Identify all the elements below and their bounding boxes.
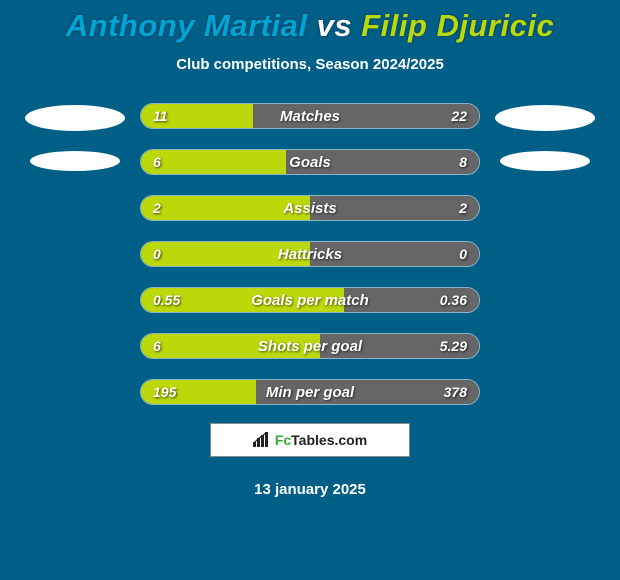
title-vs: vs [317, 8, 362, 43]
stat-label: Goals per match [141, 288, 479, 312]
stat-label: Goals [141, 150, 479, 174]
comparison-infographic: Anthony Martial vs Filip Djuricic Club c… [0, 0, 620, 580]
club-badge [500, 151, 590, 171]
stat-bar: 68Goals [140, 149, 480, 175]
chart-icon [253, 432, 271, 448]
right-badge-column [490, 103, 600, 171]
stat-bar: 1122Matches [140, 103, 480, 129]
title-player2: Filip Djuricic [361, 8, 554, 43]
stat-bar: 0.550.36Goals per match [140, 287, 480, 313]
attribution-badge: FcTables.com [210, 423, 410, 457]
club-badge [495, 105, 595, 131]
stat-bar: 22Assists [140, 195, 480, 221]
stat-bar: 00Hattricks [140, 241, 480, 267]
stat-bar: 65.29Shots per goal [140, 333, 480, 359]
attribution-rest: Tables.com [291, 432, 367, 448]
attribution-text: FcTables.com [275, 432, 367, 448]
stat-label: Assists [141, 196, 479, 220]
club-badge [30, 151, 120, 171]
stat-label: Shots per goal [141, 334, 479, 358]
stat-label: Hattricks [141, 242, 479, 266]
content-row: 1122Matches 68Goals 22Assists 00Hattricks 0.… [0, 103, 620, 405]
left-badge-column [20, 103, 130, 171]
stat-label: Matches [141, 104, 479, 128]
date-text: 13 january 2025 [254, 481, 366, 498]
club-badge [25, 105, 125, 131]
stat-bars: 1122Matches 68Goals 22Assists 00Hattricks 0.… [140, 103, 480, 405]
title-player1: Anthony Martial [66, 8, 308, 43]
stat-bar: 195378Min per goal [140, 379, 480, 405]
attribution-prefix: Fc [275, 432, 291, 448]
page-title: Anthony Martial vs Filip Djuricic [66, 8, 555, 44]
subtitle: Club competitions, Season 2024/2025 [176, 56, 444, 73]
stat-label: Min per goal [141, 380, 479, 404]
